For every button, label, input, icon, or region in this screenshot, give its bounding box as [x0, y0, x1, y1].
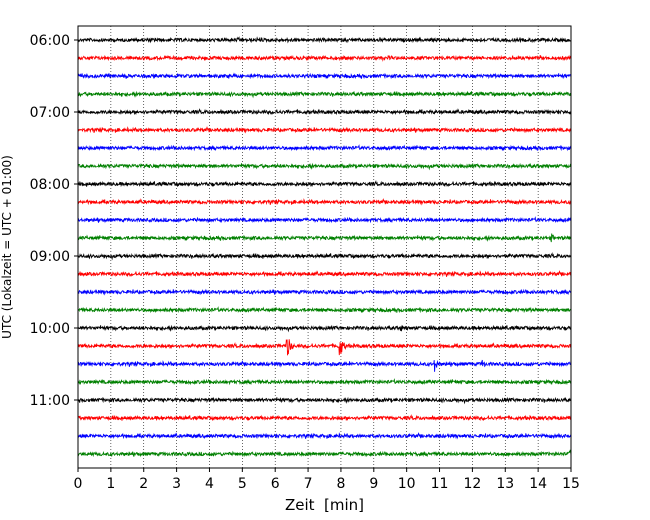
y-tick-label: 08:00	[30, 177, 70, 193]
y-tick-label: 10:00	[30, 321, 70, 337]
seismogram-trace	[77, 288, 572, 296]
x-tick-label: 15	[562, 476, 580, 492]
seismogram-trace	[77, 306, 572, 314]
y-tick-label: 11:00	[30, 393, 70, 409]
seismogram-trace	[77, 359, 572, 372]
seismogram-trace	[77, 233, 572, 243]
seismogram-trace	[77, 72, 572, 80]
x-tick-label: 8	[336, 476, 345, 492]
x-tick-label: 7	[304, 476, 313, 492]
seismogram-trace	[77, 54, 572, 62]
seismogram-trace	[77, 396, 572, 405]
x-tick-label: 14	[529, 476, 547, 492]
seismogram-trace	[77, 162, 572, 171]
x-tick-label: 4	[205, 476, 214, 492]
y-axis-label: UTC (Lokalzeit = UTC + 01:00)	[0, 155, 14, 339]
seismogram-trace	[77, 414, 572, 422]
x-axis: 0 1 2 3 4 5 6 7 8 9 10 11 12 13 14 15	[74, 468, 580, 492]
y-tick-label: 06:00	[30, 33, 70, 49]
seismogram-trace	[77, 432, 572, 440]
x-tick-label: 1	[106, 476, 115, 492]
x-tick-label: 13	[496, 476, 514, 492]
seismogram-trace	[77, 90, 572, 99]
x-tick-label: 5	[238, 476, 247, 492]
seismogram-trace	[77, 36, 572, 44]
seismogram-trace	[77, 180, 572, 188]
seismogram-trace	[77, 126, 572, 134]
x-tick-label: 11	[431, 476, 449, 492]
x-tick-label: 10	[398, 476, 416, 492]
seismogram-trace	[77, 198, 572, 206]
seismogram-trace	[77, 144, 572, 152]
y-axis: 06:00 07:00 08:00 09:00 10:00 11:00	[30, 33, 78, 409]
seismogram-trace	[77, 324, 572, 333]
x-tick-label: 12	[463, 476, 481, 492]
y-tick-label: 07:00	[30, 105, 70, 121]
y-tick-label: 09:00	[30, 249, 70, 265]
seismogram-trace	[77, 339, 572, 356]
seismogram-trace	[77, 270, 572, 278]
x-axis-label: Zeit [min]	[285, 496, 364, 514]
x-tick-label: 2	[139, 476, 148, 492]
seismogram-trace	[77, 108, 572, 116]
seismogram-trace	[77, 216, 572, 224]
x-tick-label: 0	[74, 476, 83, 492]
plot-frame	[77, 25, 572, 469]
x-tick-label: 6	[271, 476, 280, 492]
x-tick-label: 3	[172, 476, 181, 492]
x-tick-label: 9	[369, 476, 378, 492]
seismogram-trace	[77, 378, 572, 386]
seismogram-trace	[77, 252, 572, 261]
seismogram-trace	[77, 449, 572, 458]
trace-layer	[77, 36, 572, 458]
